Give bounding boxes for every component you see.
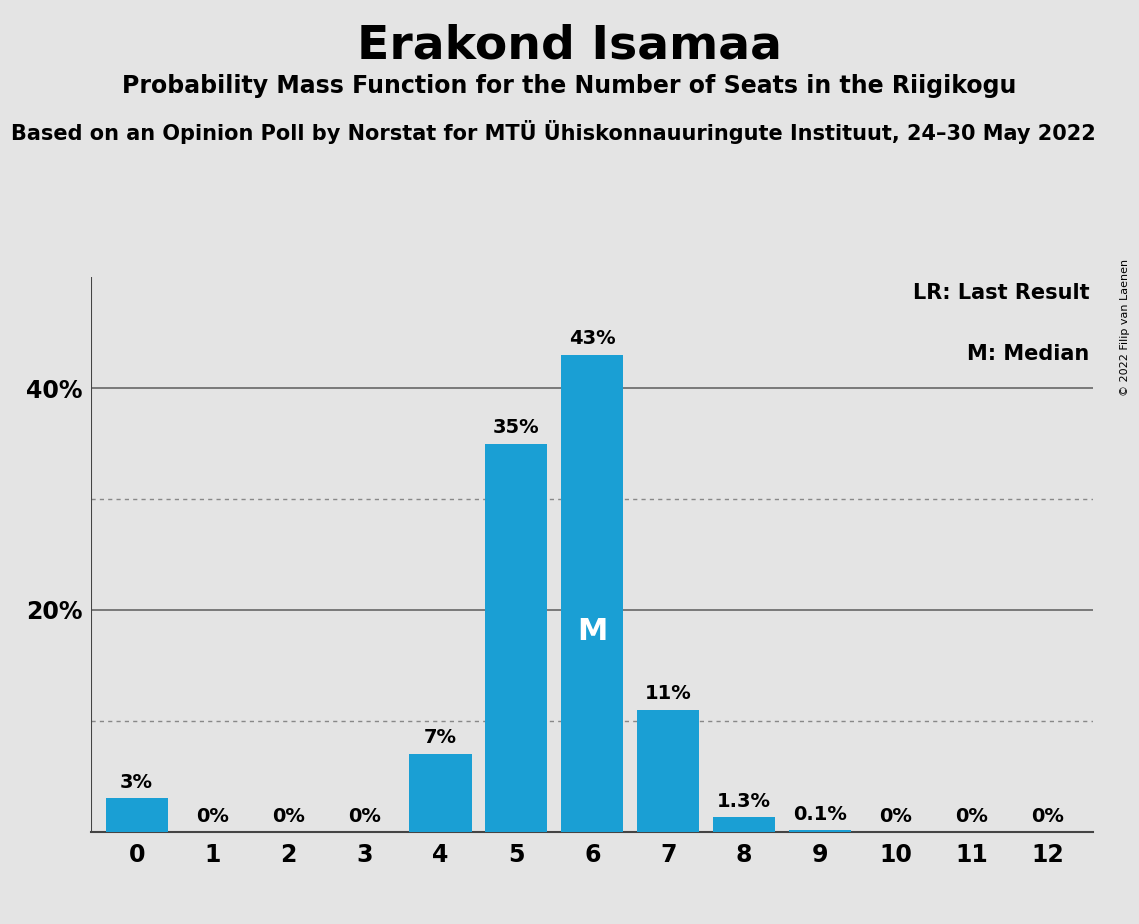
Bar [789, 831, 851, 832]
Text: 43%: 43% [570, 329, 615, 348]
Text: Erakond Isamaa: Erakond Isamaa [357, 23, 782, 68]
Text: 0%: 0% [349, 807, 380, 826]
Text: © 2022 Filip van Laenen: © 2022 Filip van Laenen [1120, 259, 1130, 395]
Text: Probability Mass Function for the Number of Seats in the Riigikogu: Probability Mass Function for the Number… [122, 74, 1017, 98]
Bar [485, 444, 548, 832]
Text: 11%: 11% [645, 684, 691, 703]
Bar [637, 710, 699, 832]
Text: 0%: 0% [272, 807, 305, 826]
Bar [409, 754, 472, 832]
Text: 0%: 0% [196, 807, 229, 826]
Bar [713, 817, 776, 832]
Text: 3%: 3% [121, 772, 153, 792]
Text: 0%: 0% [879, 807, 912, 826]
Text: M: Median: M: Median [967, 344, 1090, 364]
Text: 0%: 0% [956, 807, 989, 826]
Text: 7%: 7% [424, 728, 457, 748]
Text: 0.1%: 0.1% [793, 805, 847, 824]
Text: 1.3%: 1.3% [718, 792, 771, 810]
Text: M: M [577, 617, 607, 646]
Bar [562, 355, 623, 832]
Text: 35%: 35% [493, 418, 540, 437]
Text: LR: Last Result: LR: Last Result [913, 283, 1090, 303]
Text: Based on an Opinion Poll by Norstat for MTÜ Ühiskonnauuringute Instituut, 24–30 : Based on an Opinion Poll by Norstat for … [11, 120, 1096, 144]
Text: 0%: 0% [1032, 807, 1064, 826]
Bar [106, 798, 167, 832]
